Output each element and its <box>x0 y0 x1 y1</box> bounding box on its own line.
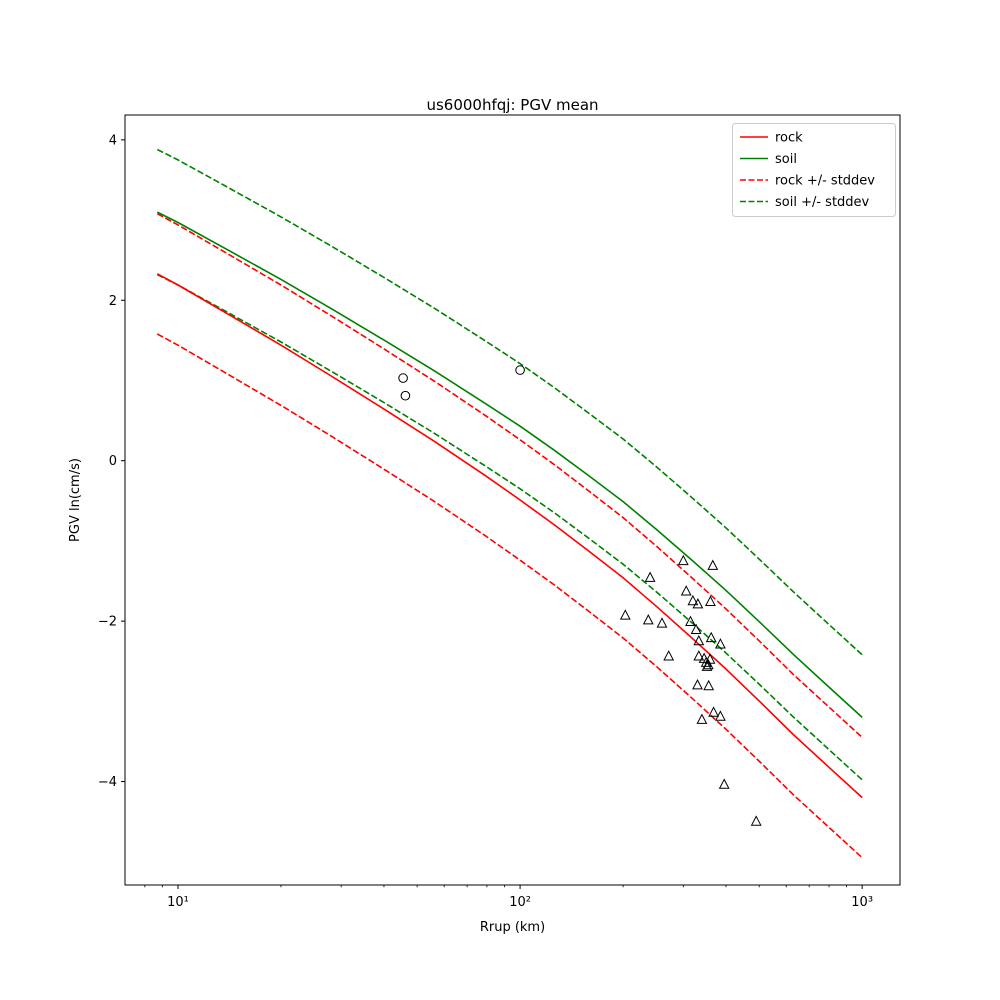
data-point-triangle <box>703 679 715 691</box>
legend-box <box>732 123 896 217</box>
soil-minus-stddev-curve <box>156 273 863 781</box>
legend-label-soil: soil <box>775 152 797 167</box>
chart-title: us6000hfqj: PGV mean <box>426 96 598 114</box>
plot-area: 10¹ 10² 10³ 4 2 0 −2 −4 <box>98 114 901 910</box>
data-point-triangle <box>714 638 726 649</box>
data-point-triangle <box>718 778 730 789</box>
y-tick-label: −4 <box>98 775 117 790</box>
x-tick-label: 10¹ <box>167 895 189 910</box>
y-tick-label: 0 <box>109 454 117 469</box>
x-axis-label: Rrup (km) <box>480 920 545 935</box>
data-point-triangle <box>707 559 719 570</box>
data-point-triangle <box>685 615 696 626</box>
y-tick-label: −2 <box>98 615 117 630</box>
data-point-triangle <box>692 598 704 609</box>
data-point-triangle <box>750 815 762 826</box>
data-point-triangle <box>701 660 713 671</box>
data-point-circle <box>400 390 411 401</box>
rock-mean-curve <box>156 273 863 799</box>
x-tick-label: 10³ <box>851 895 873 910</box>
data-point-triangle <box>693 650 705 661</box>
data-point-circle <box>398 373 408 383</box>
data-point-triangle <box>680 585 692 596</box>
legend-entry-rock: rock <box>740 131 803 146</box>
rock-plus-stddev-curve <box>156 212 863 738</box>
data-point-triangle <box>704 595 716 606</box>
legend-entry-rock-stddev: rock +/- stddev <box>740 174 875 189</box>
legend-label-rock: rock <box>775 131 803 146</box>
plot-border <box>124 114 901 886</box>
legend-entry-soil: soil <box>740 152 797 167</box>
data-point-triangle <box>677 554 689 566</box>
soil-plus-stddev-curve <box>156 148 863 656</box>
data-point-triangle <box>619 609 631 620</box>
data-point-triangle <box>656 617 668 628</box>
data-point-triangle <box>708 706 720 717</box>
data-point-triangle <box>704 653 716 664</box>
legend: rock soil rock +/- stddev soil +/- stdde… <box>732 123 896 217</box>
legend-label-rock-stddev: rock +/- stddev <box>775 174 875 189</box>
rock-minus-stddev-curve <box>156 333 863 859</box>
data-point-circle <box>515 365 525 375</box>
y-tick-label: 2 <box>109 294 117 309</box>
x-tick-label: 10² <box>509 895 531 910</box>
data-point-triangle <box>693 634 705 646</box>
data-point-triangle <box>690 623 702 634</box>
y-tick-label: 4 <box>109 133 117 148</box>
data-point-triangle <box>644 571 656 582</box>
data-point-triangle <box>696 713 708 724</box>
y-axis-label: PGV ln(cm/s) <box>68 458 83 542</box>
data-point-triangle <box>714 710 726 721</box>
data-point-triangle <box>700 656 712 667</box>
data-point-triangle <box>692 679 703 690</box>
legend-entry-soil-stddev: soil +/- stddev <box>740 195 870 210</box>
data-point-triangle <box>642 614 654 625</box>
data-point-triangle <box>705 631 717 643</box>
data-point-triangle <box>687 594 699 606</box>
legend-label-soil-stddev: soil +/- stddev <box>775 195 870 210</box>
soil-mean-curve <box>156 211 863 718</box>
data-point-triangle <box>663 650 675 661</box>
